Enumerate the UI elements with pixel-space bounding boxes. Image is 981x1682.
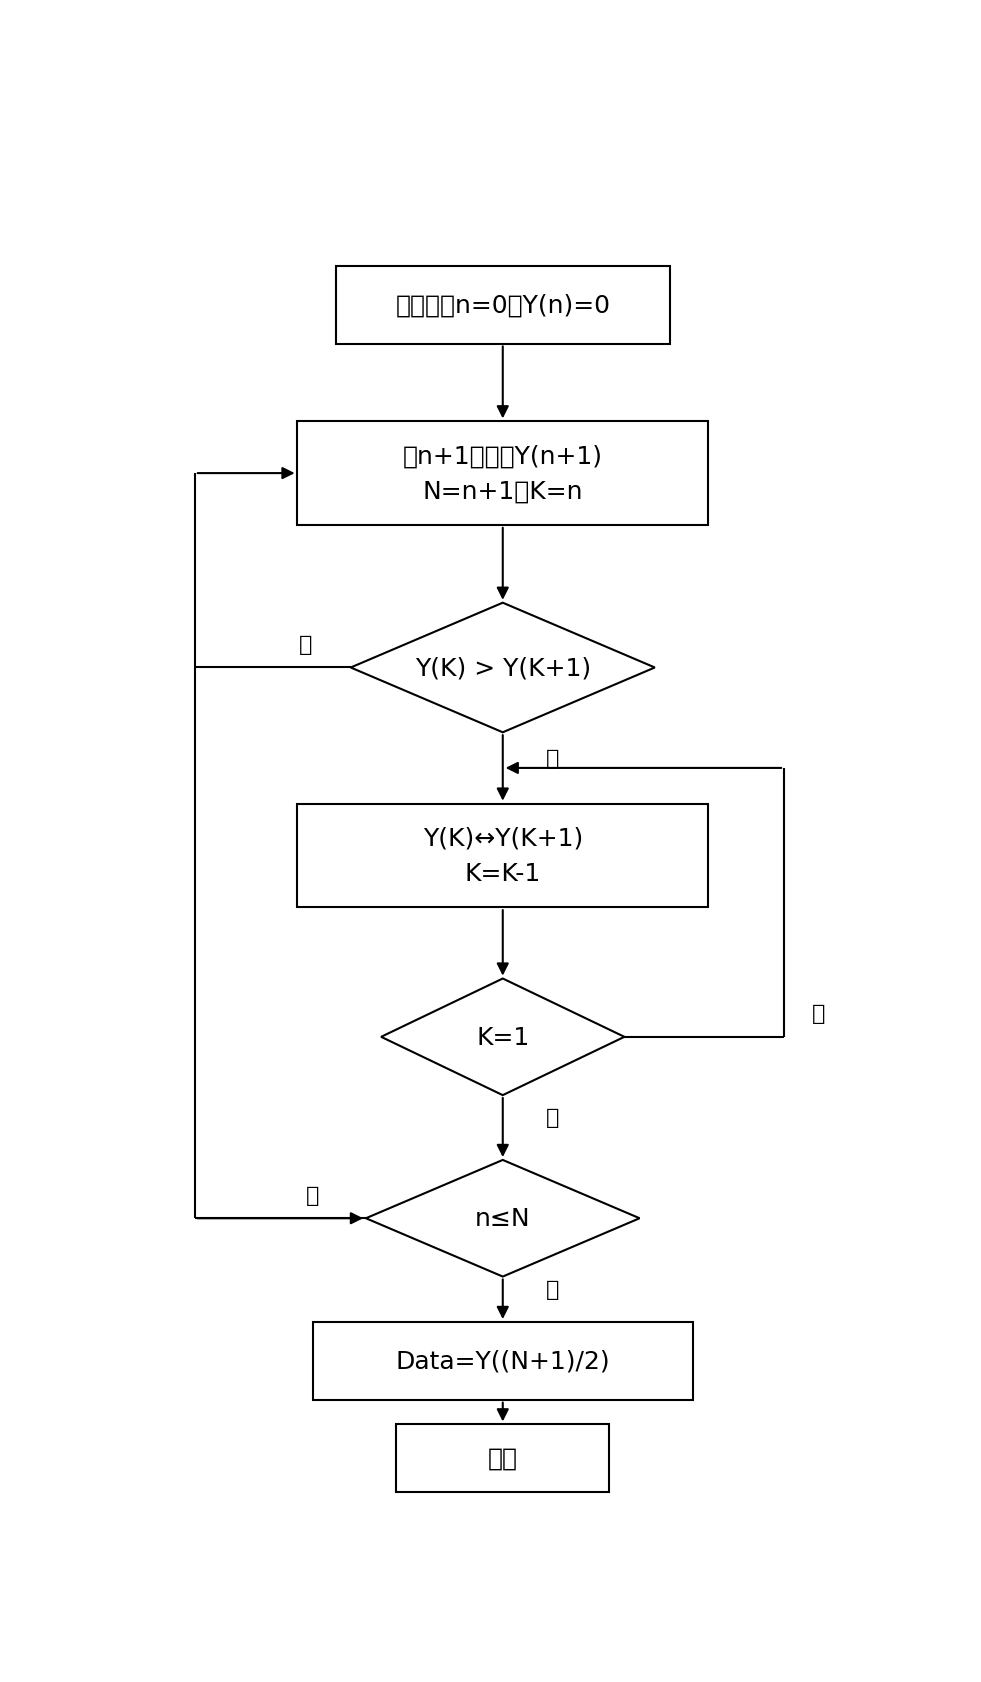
Polygon shape xyxy=(381,979,625,1095)
Text: 否: 否 xyxy=(545,1278,559,1299)
Text: 初始化：n=0，Y(n)=0: 初始化：n=0，Y(n)=0 xyxy=(395,293,610,318)
FancyBboxPatch shape xyxy=(396,1425,609,1492)
Text: 是: 是 xyxy=(545,1107,559,1127)
Text: 否: 否 xyxy=(811,1004,825,1024)
Text: K=1: K=1 xyxy=(476,1026,530,1050)
FancyBboxPatch shape xyxy=(297,804,708,908)
Text: Y(K)↔Y(K+1)
K=K-1: Y(K)↔Y(K+1) K=K-1 xyxy=(423,826,583,885)
FancyBboxPatch shape xyxy=(313,1322,693,1399)
FancyBboxPatch shape xyxy=(336,267,670,345)
Text: 是: 是 xyxy=(306,1186,320,1206)
Text: Data=Y((N+1)/2): Data=Y((N+1)/2) xyxy=(395,1349,610,1373)
Polygon shape xyxy=(351,604,655,733)
Text: n≤N: n≤N xyxy=(475,1206,531,1231)
Polygon shape xyxy=(366,1161,640,1277)
Text: 否: 否 xyxy=(545,748,559,769)
Text: 是: 是 xyxy=(298,634,312,654)
FancyBboxPatch shape xyxy=(297,422,708,526)
Text: 第n+1次采样Y(n+1)
N=n+1，K=n: 第n+1次采样Y(n+1) N=n+1，K=n xyxy=(403,444,602,503)
Text: 返回: 返回 xyxy=(488,1447,518,1470)
Text: Y(K) > Y(K+1): Y(K) > Y(K+1) xyxy=(415,656,591,680)
